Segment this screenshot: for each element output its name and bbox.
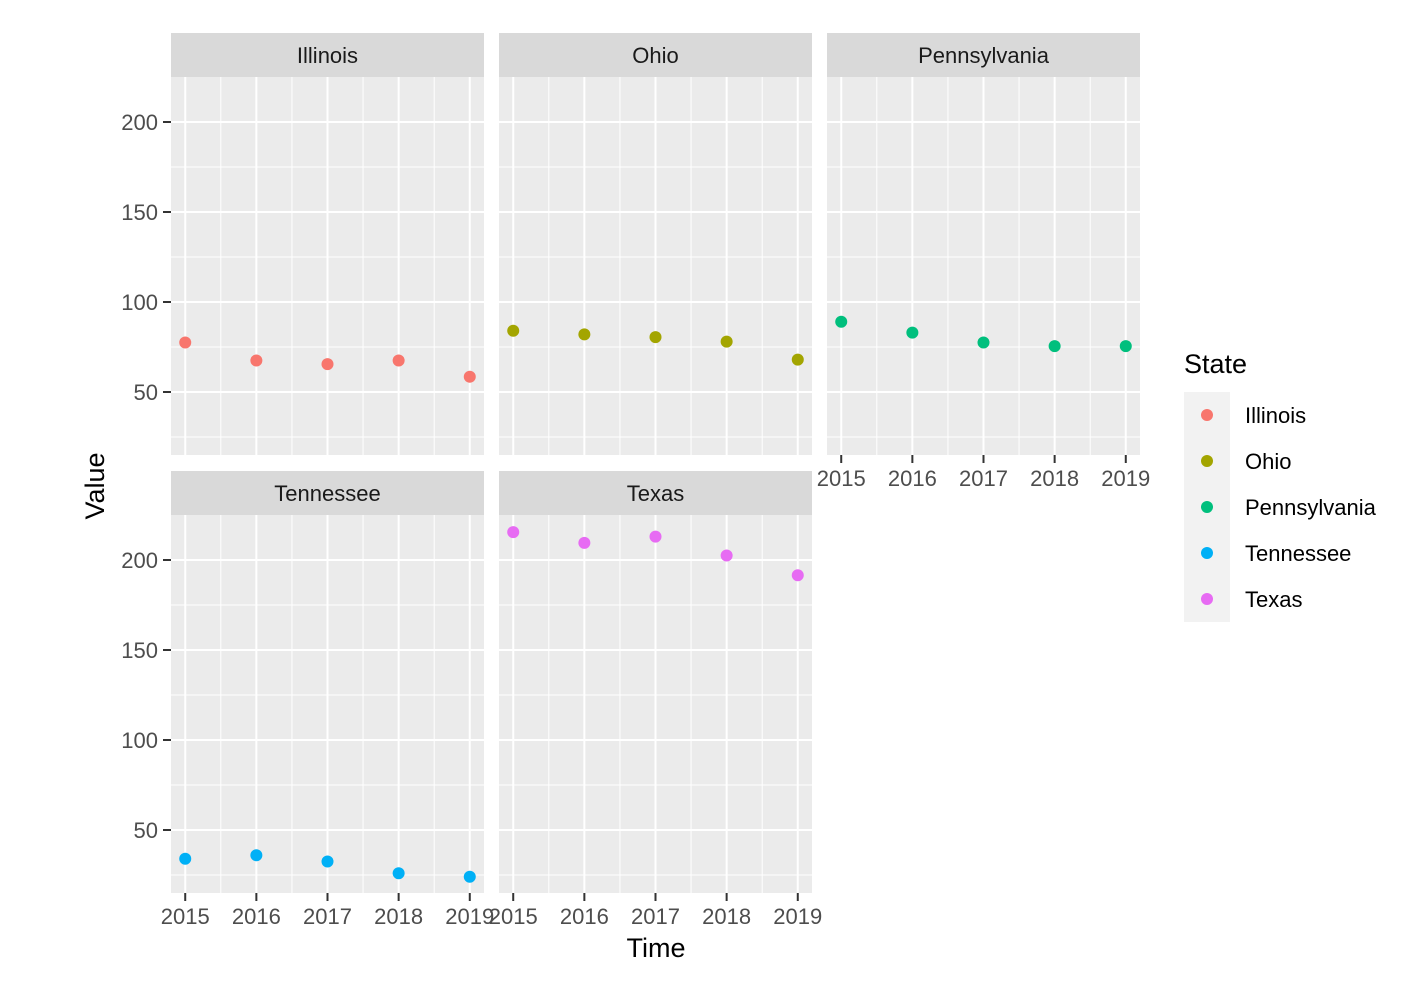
x-tick-label: 2019 — [445, 904, 494, 929]
facet-strip — [499, 33, 812, 77]
data-point-illinois-2018 — [392, 354, 405, 367]
x-tick-label: 2016 — [888, 466, 937, 491]
facet-strip-label: Pennsylvania — [918, 43, 1050, 68]
facet-panel-illinois: Illinois 50 100 150 200 — [121, 33, 484, 455]
data-point-ohio-2019 — [791, 353, 804, 366]
y-tick-label: 50 — [134, 380, 158, 405]
data-point-texas-2016 — [578, 536, 591, 549]
y-tick-label: 200 — [121, 110, 158, 135]
legend-label-pennsylvania: Pennsylvania — [1245, 495, 1377, 520]
data-point-tennessee-2015 — [179, 852, 192, 865]
data-point-ohio-2018 — [720, 335, 733, 348]
data-point-tennessee-2017 — [321, 855, 334, 868]
facet-strip — [171, 471, 484, 515]
x-tick-label: 2015 — [161, 904, 210, 929]
data-point-illinois-2017 — [321, 358, 334, 371]
x-tick-label: 2015 — [817, 466, 866, 491]
data-point-texas-2019 — [791, 569, 804, 582]
legend-label-texas: Texas — [1245, 587, 1302, 612]
y-tick-label: 100 — [121, 290, 158, 315]
y-tick-label: 200 — [121, 548, 158, 573]
data-point-tennessee-2016 — [250, 849, 263, 862]
data-point-texas-2018 — [720, 549, 733, 562]
x-axis-title: Time — [627, 933, 686, 963]
facet-panel-pennsylvania: Pennsylvania 2015 2016 2017 2018 2019 — [817, 33, 1150, 491]
x-tick-label: 2016 — [232, 904, 281, 929]
facet-strip — [171, 33, 484, 77]
data-point-ohio-2016 — [578, 328, 591, 341]
data-point-texas-2015 — [507, 526, 520, 539]
data-point-illinois-2016 — [250, 354, 263, 367]
y-tick-label: 150 — [121, 200, 158, 225]
data-point-illinois-2015 — [179, 336, 192, 349]
legend-label-ohio: Ohio — [1245, 449, 1291, 474]
facet-strip-label: Tennessee — [274, 481, 380, 506]
x-tick-label: 2017 — [303, 904, 352, 929]
x-tick-label: 2017 — [631, 904, 680, 929]
facet-strip — [827, 33, 1140, 77]
x-tick-label: 2015 — [489, 904, 538, 929]
data-point-texas-2017 — [649, 530, 662, 543]
legend-swatch-texas — [1201, 593, 1213, 605]
x-tick-label: 2017 — [959, 466, 1008, 491]
legend-swatch-pennsylvania — [1201, 501, 1213, 513]
legend-swatch-ohio — [1201, 455, 1213, 467]
facet-panel-texas: Texas 2015 2016 2017 2018 2019 — [489, 471, 822, 929]
legend-swatch-tennessee — [1201, 547, 1213, 559]
data-point-illinois-2019 — [463, 370, 476, 383]
y-tick-label: 50 — [134, 818, 158, 843]
facet-strip-label: Ohio — [632, 43, 678, 68]
data-point-pennsylvania-2017 — [977, 336, 990, 349]
data-point-pennsylvania-2016 — [906, 326, 919, 339]
facet-panel-tennessee: Tennessee 50 100 150 200 2015 2016 2017 2018 2019 — [121, 471, 494, 929]
x-tick-label: 2018 — [374, 904, 423, 929]
data-point-ohio-2017 — [649, 331, 662, 344]
legend-label-tennessee: Tennessee — [1245, 541, 1351, 566]
y-axis-title: Value — [80, 452, 110, 519]
facet-strip-label: Illinois — [297, 43, 358, 68]
data-point-tennessee-2018 — [392, 867, 405, 880]
y-tick-label: 150 — [121, 638, 158, 663]
facet-strip — [499, 471, 812, 515]
data-point-pennsylvania-2018 — [1048, 340, 1061, 353]
data-point-pennsylvania-2015 — [835, 315, 848, 328]
x-tick-label: 2018 — [702, 904, 751, 929]
legend-swatch-illinois — [1201, 409, 1213, 421]
legend-title: State — [1184, 349, 1247, 379]
facet-panel-ohio: Ohio — [499, 33, 812, 455]
data-point-pennsylvania-2019 — [1119, 340, 1132, 353]
data-point-ohio-2015 — [507, 324, 520, 337]
facet-strip-label: Texas — [627, 481, 684, 506]
x-tick-label: 2016 — [560, 904, 609, 929]
x-tick-label: 2019 — [773, 904, 822, 929]
x-tick-label: 2018 — [1030, 466, 1079, 491]
x-tick-label: 2019 — [1101, 466, 1150, 491]
data-point-tennessee-2019 — [463, 870, 476, 883]
legend-label-illinois: Illinois — [1245, 403, 1306, 428]
y-tick-label: 100 — [121, 728, 158, 753]
legend: State Illinois Ohio Pennsylvania Tennessee Te… — [1184, 349, 1377, 622]
